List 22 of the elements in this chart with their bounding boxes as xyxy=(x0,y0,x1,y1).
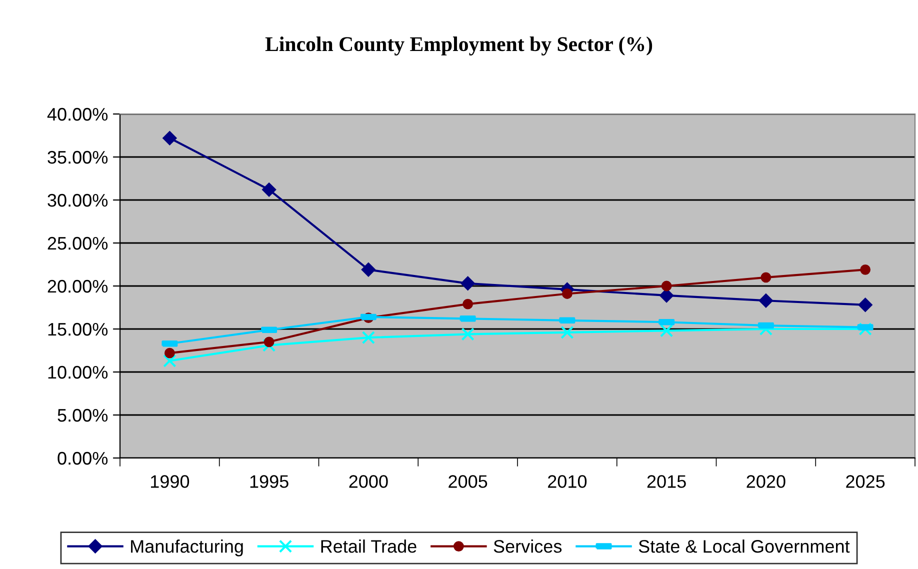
y-tick-label: 30.00% xyxy=(48,194,108,207)
x-tick-label: 2025 xyxy=(846,475,885,488)
x-tick-label: 2020 xyxy=(746,475,786,488)
x-tick-label: 2015 xyxy=(647,475,686,488)
chart-title: Lincoln County Employment by Sector (%) xyxy=(265,36,652,56)
legend-label: Retail Trade xyxy=(321,540,416,553)
y-tick-label: 15.00% xyxy=(48,322,108,336)
y-tick-label: 20.00% xyxy=(48,280,108,293)
y-tick-label: 40.00% xyxy=(47,108,108,121)
x-tick-label: 2010 xyxy=(548,475,587,488)
x-tick-label: 2005 xyxy=(448,475,488,488)
legend-label: Services xyxy=(494,540,562,553)
y-tick-label: 10.00% xyxy=(48,366,108,379)
y-tick-label: 35.00% xyxy=(48,150,108,164)
legend-label: State & Local Government xyxy=(638,540,850,553)
y-tick-label: 5.00% xyxy=(58,408,108,422)
y-tick-label: 0.00% xyxy=(58,452,108,465)
x-tick-label: 2000 xyxy=(349,475,388,488)
y-tick-label: 25.00% xyxy=(48,236,108,250)
x-tick-label: 1995 xyxy=(250,475,288,488)
x-tick-label: 1990 xyxy=(150,475,190,488)
legend-label: Manufacturing xyxy=(131,540,243,556)
